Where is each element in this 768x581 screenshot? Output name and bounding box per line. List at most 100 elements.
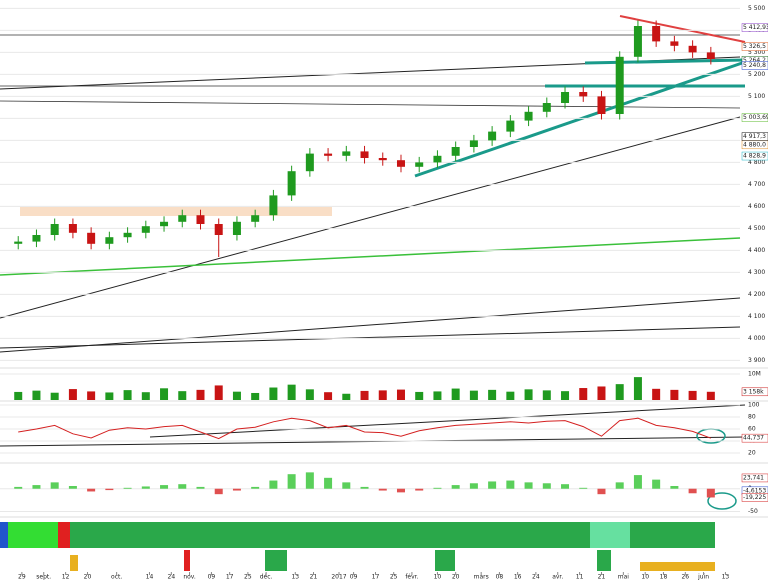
price-tag: 5 264,2 [743,57,766,64]
candle-body [160,221,169,227]
candle-body [232,221,241,235]
bar [342,482,351,489]
y-tick-label: 5 100 [748,93,765,100]
bar [324,477,333,489]
y-tick-label: 4 600 [748,203,765,210]
y-tick-label: 4 300 [748,269,765,276]
candle-body [141,226,150,233]
y-tick-label: 4 700 [748,181,765,188]
bar [160,388,169,400]
x-tick-label: 25 [390,574,398,581]
x-tick-label: oct. [111,574,122,581]
candle-body [396,160,405,167]
x-tick-label: mars [474,574,489,581]
bar [433,487,442,489]
y-tick-label: 100 [748,402,760,409]
bar [178,484,187,489]
x-tick-label: 10 [434,574,442,581]
bar [251,392,260,400]
candle-body [178,215,187,222]
strip-block [640,562,715,571]
candle-body [469,140,478,147]
y-tick-label: 4 000 [748,335,765,342]
bar [542,390,551,400]
y-tick-label: 4 400 [748,247,765,254]
x-tick-label: 20 [84,574,92,581]
bar [706,488,715,498]
x-tick-label: 17 [372,574,380,581]
price-tag-bg [741,493,768,502]
y-tick-label: -50 [748,508,758,515]
bar [524,389,533,400]
price-tag: 4 828,9 [743,153,766,160]
bar [232,391,241,400]
bar [214,488,223,495]
x-tick-label: 2017 [331,574,346,581]
x-tick-label: 08 [496,574,504,581]
candle-body [287,171,296,196]
candle-body [269,195,278,216]
candle-body [32,235,41,242]
candle-body [433,155,442,163]
bar [469,483,478,489]
bar [433,391,442,400]
bar [688,488,697,494]
bar [50,482,59,489]
candle-body [633,26,642,57]
candle-body [14,241,23,244]
bar [652,388,661,400]
x-tick-label: 25 [244,574,252,581]
candle-body [488,131,497,141]
bar [360,486,369,489]
y-tick-label: 4 500 [748,225,765,232]
price-tag: -4,6153 [743,487,766,494]
candle-body [342,151,351,156]
zone [20,207,332,216]
bar [469,390,478,400]
candle-body [652,26,661,42]
x-tick-label: déc. [260,574,273,581]
bar [50,392,59,400]
bar [652,479,661,489]
y-tick-label: 10M [748,371,761,378]
price-tag-bg [741,42,768,51]
candle-body [251,215,260,222]
price-tag-bg [741,132,768,141]
bar [287,474,296,489]
bar [633,377,642,400]
price-tag-bg [741,387,768,397]
bar [360,390,369,400]
candle-body [524,111,533,121]
bar [415,391,424,400]
price-tag-bg [741,23,768,32]
y-tick-label: 5 300 [748,49,765,56]
trend-line [0,116,741,319]
bar [415,488,424,491]
bar [688,390,697,400]
x-tick-label: 09 [350,574,358,581]
candle-body [561,92,570,103]
candle-body [360,151,369,158]
y-tick-label: 3 900 [748,357,765,364]
price-tag: 3 158k [743,388,764,395]
bar [105,392,114,400]
x-tick-label: 18 [660,574,668,581]
bar [141,392,150,400]
bar [141,486,150,489]
price-tag-bg [741,433,768,443]
candle-body [87,232,96,244]
rsi-trend [149,404,746,438]
y-tick-label: 4 200 [748,291,765,298]
y-tick-label: 60 [748,426,756,433]
y-tick-label: 4 800 [748,159,765,166]
x-tick-label: juin [697,574,709,581]
candle-body [105,237,114,244]
y-tick-label: 80 [748,414,756,421]
bar [597,488,606,495]
candle-body [415,162,424,167]
x-tick-label: nov. [183,574,196,581]
bar [615,482,624,489]
candle-body [706,52,715,59]
